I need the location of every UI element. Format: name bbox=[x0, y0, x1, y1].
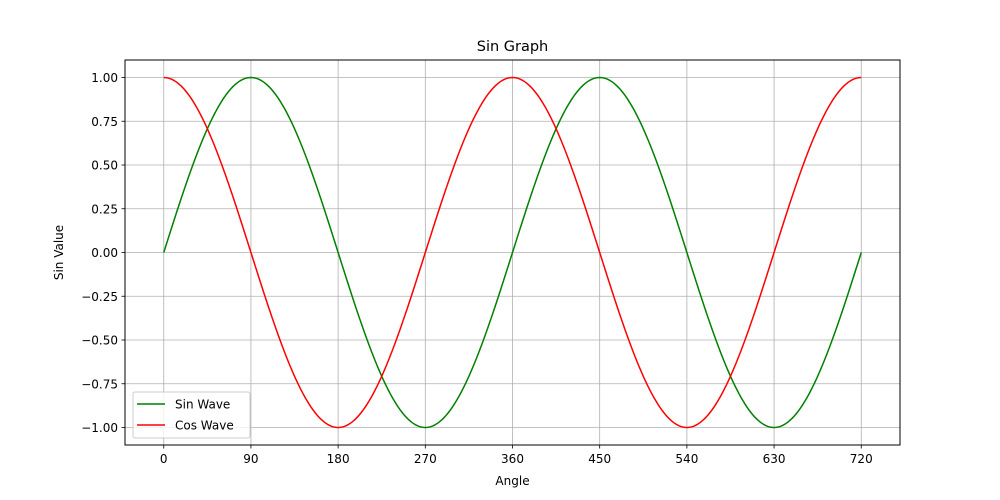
legend: Sin Wave Cos Wave bbox=[132, 391, 251, 439]
x-tick-label: 270 bbox=[414, 452, 437, 466]
y-tick-label: 0.25 bbox=[91, 202, 118, 216]
y-tick-label: 0.00 bbox=[91, 246, 118, 260]
x-tick-label: 630 bbox=[763, 452, 786, 466]
x-tick-label: 450 bbox=[588, 452, 611, 466]
y-tick-label: −0.75 bbox=[81, 377, 118, 391]
series-line-cos bbox=[163, 76, 862, 429]
x-axis-ticks: 0 90 180 270 360 450 540 630 720 bbox=[160, 445, 873, 466]
x-axis-label: Angle bbox=[495, 474, 529, 488]
x-tick-label: 540 bbox=[675, 452, 698, 466]
x-tick-label: 90 bbox=[243, 452, 258, 466]
x-tick-label: 720 bbox=[850, 452, 873, 466]
y-tick-label: 0.50 bbox=[91, 159, 118, 173]
y-axis-ticks: −1.00 −0.75 −0.50 −0.25 0.00 0.25 0.50 0.75 1.00 bbox=[81, 71, 125, 435]
y-tick-label: 1.00 bbox=[91, 71, 118, 85]
legend-label-sin: Sin Wave bbox=[175, 398, 230, 412]
x-tick-label: 180 bbox=[327, 452, 350, 466]
y-tick-label: 0.75 bbox=[91, 115, 118, 129]
x-tick-label: 0 bbox=[160, 452, 168, 466]
y-axis-label: Sin Value bbox=[52, 225, 66, 280]
x-tick-label: 360 bbox=[501, 452, 524, 466]
chart-title: Sin Graph bbox=[477, 39, 549, 55]
y-tick-label: −0.50 bbox=[81, 334, 118, 348]
legend-label-cos: Cos Wave bbox=[175, 419, 234, 433]
series-layer bbox=[163, 76, 862, 429]
y-tick-label: −0.25 bbox=[81, 290, 118, 304]
series-line-sin bbox=[163, 76, 862, 429]
y-tick-label: −1.00 bbox=[81, 421, 118, 435]
